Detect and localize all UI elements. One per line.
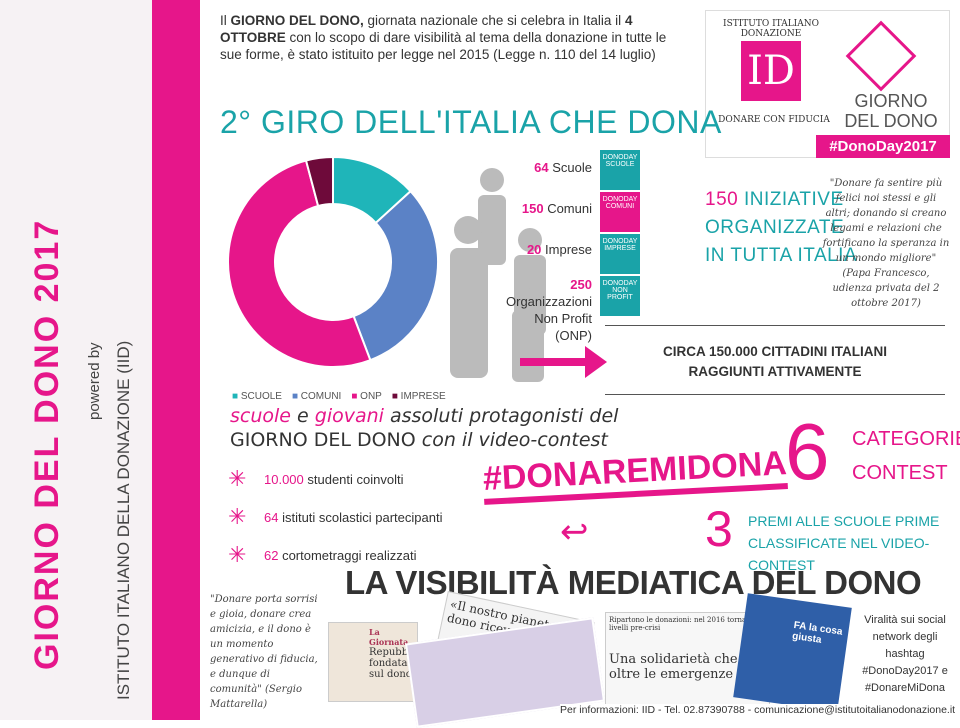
legend-item: ■ IMPRESE [391,391,446,402]
citizens-box: CIRCA 150.000 CITTADINI ITALIANI RAGGIUNT… [605,325,945,395]
donut-chart [227,155,439,368]
contest-number: 6 [785,407,830,496]
asterisk-icon: ✳ [228,504,247,529]
sidebar-title: GIORNO DEL DONO 2017 [28,218,66,670]
asterisk-icon: ✳ [228,466,247,491]
imprese-icon: DONODAY IMPRESE [600,234,640,274]
initiatives: 150 INIZIATIVE ORGANIZZATE IN TUTTA ITALI… [705,189,858,266]
quote-mattarella: "Donare porta sorrisi e gioia, donare cr… [210,594,318,710]
contest-label: CATEGORIE CONTEST [852,428,960,484]
comuni-icon: DONODAY COMUNI [600,192,640,232]
pink-bar [152,0,200,720]
prizes-label: PREMI ALLE SCUOLE PRIME CLASSIFICATE NEL … [748,513,940,573]
arrow-icon [520,358,590,366]
legend-item: ■ SCUOLE [232,391,282,402]
prizes-number: 3 [705,501,733,557]
sidebar: GIORNO DEL DONO 2017 powered by ISTITUTO… [0,0,152,720]
donut-slice-comuni [352,189,439,362]
schools-heading: scuole e giovani assoluti protagonisti d… [230,405,619,451]
viral-text: Viralità sui social network degli hashta… [862,614,948,694]
footer-contact: Per informazioni: IID - Tel. 02.87390788… [560,704,956,716]
nonprofit-icon: DONODAY NON PROFIT [600,276,640,316]
hashtag-donaremidona: #DONAREMIDONA [482,444,789,505]
logo: ISTITUTO ITALIANO DONAZIONE ID DONARE CO… [705,10,950,158]
donut-slice-onp [227,159,372,368]
curved-arrow-icon: ↩ [560,513,589,551]
quote-pope: "Donare fa sentire più felici noi stessi… [822,178,950,309]
legend-item: ■ ONP [351,391,382,402]
stats-list: 64 Scuole 150 Comuni 20 Imprese 250 Orga… [506,160,592,343]
main-heading: 2° GIRO DELL'ITALIA CHE DONA [220,104,722,140]
bullet-list: ✳ 10.000 studenti coinvolti ✳ 64 istituti … [228,466,443,567]
iid-logo: ID [741,41,801,101]
legend-item: ■ COMUNI [291,391,342,402]
chart-legend: ■ SCUOLE ■ COMUNI ■ ONP ■ IMPRESE [232,386,456,404]
tv-still-2: FA la cosa giusta [733,593,852,712]
donut-slice-imprese [304,155,334,208]
arrow-head-icon [585,346,607,378]
gift-diamond-icon [845,20,917,92]
press-clip-1: La Giornata Repubblica fondata sul dono [328,622,426,702]
intro-text: Il GIORNO DEL DONO, giornata nazionale c… [220,13,667,62]
people-icon [450,168,546,382]
asterisk-icon: ✳ [228,542,247,567]
media-heading: LA VISIBILITÀ MEDIATICA DEL DONO [345,564,922,601]
powered-by: powered by [86,342,103,420]
scuole-icon: DONODAY SCUOLE [600,150,640,190]
sidebar-org: ISTITUTO ITALIANO DELLA DONAZIONE (IID) [114,340,133,700]
